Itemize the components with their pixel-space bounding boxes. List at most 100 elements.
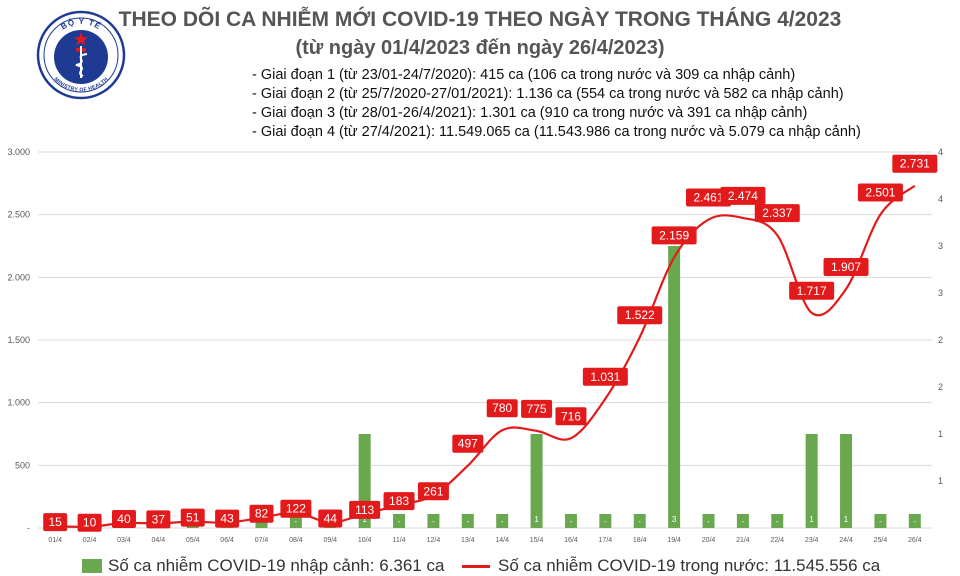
line-data-label: 51 (186, 511, 200, 525)
phase-note: - Giai đoạn 4 (từ 27/4/2021): 11.549.065… (252, 124, 861, 140)
bar (805, 434, 818, 528)
line-data-label-box (43, 513, 68, 532)
line-data-label-box (77, 513, 102, 532)
line-data-label-box (521, 399, 553, 418)
x-axis-tick-label: 07/4 (255, 537, 269, 544)
x-axis-tick-label: 05/4 (186, 537, 200, 544)
right-axis-tick-label: 1 (938, 429, 943, 439)
x-axis-tick-label: 18/4 (633, 537, 647, 544)
line-data-label: 1.522 (625, 308, 655, 322)
x-axis-tick-label: 01/4 (48, 537, 62, 544)
line-data-label-box (417, 482, 449, 501)
bar (702, 514, 715, 528)
bar-data-label: - (398, 517, 401, 526)
bar-data-label: - (432, 517, 435, 526)
x-axis-tick-label: 22/4 (770, 537, 784, 544)
legend-swatch-bar (82, 559, 102, 573)
x-axis-tick-label: 02/4 (83, 537, 97, 544)
line-data-label: 10 (83, 516, 97, 530)
bar (427, 514, 440, 528)
bar (496, 514, 509, 528)
logo-top-text: BỘ Y TẾ (59, 17, 102, 32)
left-axis-tick-label: 2.000 (7, 272, 30, 282)
line-data-label: 2.159 (659, 228, 689, 242)
line-data-label: 2.461 (693, 191, 723, 205)
bar-data-label: - (913, 517, 916, 526)
legend-label-line: Số ca nhiễm COVID-19 trong nước: 11.545.… (498, 556, 881, 575)
bar (633, 514, 646, 528)
bar (393, 514, 406, 528)
line-data-label: 1.907 (831, 260, 861, 274)
bar-data-label: - (570, 517, 573, 526)
ministry-of-health-logo: BỘ Y TẾ MINISTRY OF HEALTH (36, 10, 126, 100)
line-data-label-box (111, 509, 136, 528)
bar-data-label: - (295, 517, 298, 526)
x-axis-tick-label: 10/4 (358, 537, 372, 544)
x-axis-tick-label: 08/4 (289, 537, 303, 544)
line-data-label: 775 (527, 402, 547, 416)
right-axis-tick-label: 4 (938, 194, 943, 204)
chart-legend: Số ca nhiễm COVID-19 nhập cảnh: 6.361 ca… (0, 556, 960, 576)
bar (461, 514, 474, 528)
phase-note: - Giai đoạn 2 (từ 25/7/2020-27/01/2021):… (252, 86, 844, 102)
line-data-label: 82 (255, 507, 269, 521)
line-data-label: 497 (458, 437, 478, 451)
x-axis-tick-label: 20/4 (702, 537, 716, 544)
bar (736, 514, 749, 528)
line-data-label: 2.474 (728, 189, 758, 203)
bar (908, 514, 921, 528)
line-data-label-box (249, 504, 274, 523)
left-axis-tick-label: 3.000 (7, 147, 30, 157)
svg-text:BỘ Y TẾ: BỘ Y TẾ (59, 17, 103, 32)
bar-data-label: - (604, 517, 607, 526)
line-data-label: 113 (355, 503, 374, 517)
x-axis-tick-label: 16/4 (564, 537, 578, 544)
data-labels: ---------1----1---3---11--15104037514382… (43, 154, 938, 532)
legend-item-line: Số ca nhiễm COVID-19 trong nước: 11.545.… (462, 556, 880, 576)
right-axis-tick-label: 2 (938, 382, 943, 392)
line-data-label: 716 (561, 409, 581, 423)
bar-data-label: 1 (534, 515, 539, 524)
star-icon (73, 32, 89, 46)
line-data-label: 122 (286, 502, 306, 516)
line-data-label: 1.031 (590, 370, 620, 384)
line-data-label: 40 (117, 512, 131, 526)
left-axis-tick-label: 1.000 (7, 398, 30, 408)
line-data-label-box (180, 508, 205, 527)
line-data-label-box (146, 510, 171, 529)
x-axis-tick-label: 19/4 (667, 537, 681, 544)
bar-data-label: - (776, 517, 779, 526)
left-y-axis: - 500 1.000 1.500 2.000 2.500 3.000 (7, 147, 30, 533)
x-axis-tick-label: 12/4 (427, 537, 441, 544)
line-data-label-box (349, 500, 381, 519)
bar-data-label: 1 (844, 515, 849, 524)
bar-data-label: - (879, 517, 882, 526)
legend-label-bar: Số ca nhiễm COVID-19 nhập cảnh: 6.361 ca (108, 556, 445, 575)
line-data-label-box (318, 509, 343, 528)
line-series-path (55, 184, 916, 528)
line-data-label-box (754, 204, 800, 223)
phase-note: - Giai đoạn 1 (từ 23/01-24/7/2020): 415 … (252, 67, 796, 83)
line-data-label-box (215, 509, 240, 528)
x-axis-tick-label: 21/4 (736, 537, 750, 544)
bar (564, 514, 577, 528)
line-data-label-box (280, 499, 312, 518)
right-y-axis: 1 1 2 2 3 3 4 4 (938, 147, 943, 486)
right-axis-tick-label: 1 (938, 476, 943, 486)
legend-item-bar: Số ca nhiễm COVID-19 nhập cảnh: 6.361 ca (82, 556, 444, 576)
bar (771, 514, 784, 528)
line-data-label: 2.731 (900, 157, 930, 171)
left-axis-tick-label: 500 (15, 460, 30, 470)
bar-data-label: - (501, 517, 504, 526)
caduceus-icon (75, 53, 88, 77)
right-axis-tick-label: 4 (938, 147, 943, 157)
line-data-label: 37 (152, 512, 166, 526)
right-axis-tick-label: 3 (938, 288, 943, 298)
line-data-label: 2.501 (865, 186, 895, 200)
chart-subtitle: (từ ngày 01/4/2023 đến ngày 26/4/2023) (295, 37, 665, 59)
phase-notes: - Giai đoạn 1 (từ 23/01-24/7/2020): 415 … (252, 66, 861, 142)
line-data-label-box (823, 257, 869, 276)
x-axis-tick-label: 15/4 (530, 537, 544, 544)
x-axis-tick-label: 24/4 (839, 537, 853, 544)
